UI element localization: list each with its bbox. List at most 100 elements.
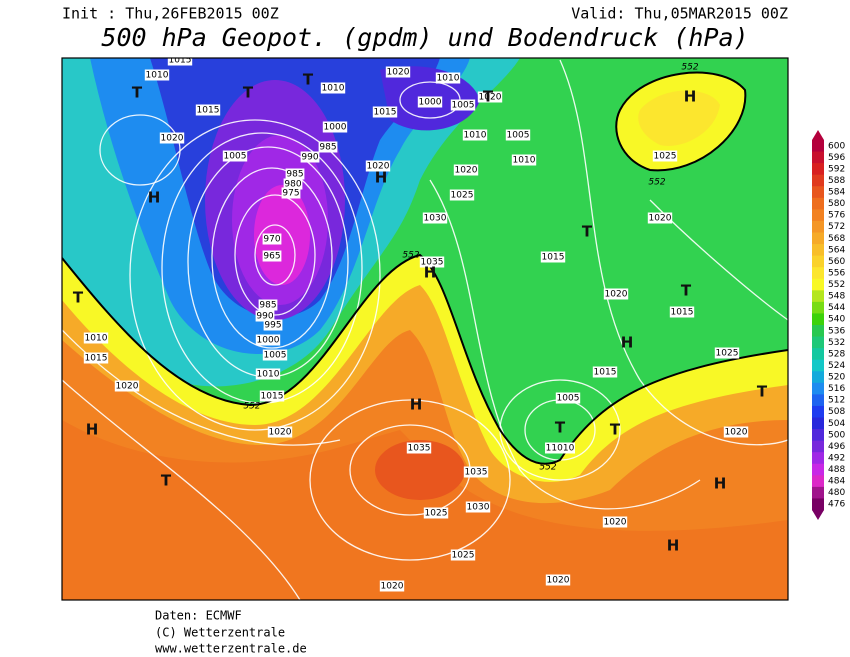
pressure-center: H <box>148 189 161 207</box>
isobar-label: 1015 <box>261 392 284 402</box>
isobar-label-bg <box>195 104 221 116</box>
isobar-label: 1010 <box>437 74 460 84</box>
colorbar-label: 572 <box>828 222 845 232</box>
isobar-label: 985 <box>259 301 276 311</box>
isobar-label-bg <box>379 580 405 592</box>
isobar-label-bg <box>267 426 293 438</box>
contour-label: 552 <box>648 178 665 188</box>
isobar-label-bg <box>449 189 475 201</box>
isobar-label-bg <box>262 250 282 262</box>
colorbar-label: 556 <box>828 268 845 278</box>
pressure-center: H <box>714 475 727 493</box>
colorbar-arrow <box>812 130 824 140</box>
isobar-label-bg <box>263 319 283 331</box>
isobar-label-bg <box>281 187 301 199</box>
colorbar-swatch <box>812 244 824 257</box>
colorbar-label: 596 <box>828 153 845 163</box>
isobar-label: 1015 <box>671 308 694 318</box>
colorbar-swatch <box>812 290 824 303</box>
isobar-label-bg <box>505 129 531 141</box>
pressure-center: T <box>555 419 566 437</box>
isobar-label: 1025 <box>425 509 448 519</box>
isobar-label-bg <box>83 352 109 364</box>
isobar-label-bg <box>465 501 491 513</box>
isobar-label: 1005 <box>224 152 247 162</box>
isobar-label-bg <box>450 549 476 561</box>
colorbar-swatch <box>812 174 824 187</box>
isobar-label-bg <box>255 310 275 322</box>
isobar-label: 1000 <box>257 336 280 346</box>
isobar-label-bg <box>423 507 449 519</box>
isobar-label-bg <box>255 334 281 346</box>
contour-label: 552 <box>681 63 698 73</box>
colorbar-label: 500 <box>828 430 845 440</box>
isobar-label-bg <box>262 233 282 245</box>
map-frame <box>61 57 789 601</box>
isobar-label-bg <box>555 392 581 404</box>
colorbar-swatch <box>812 163 824 176</box>
isobar-label: 1010 <box>257 370 280 380</box>
isobar-label: 1020 <box>547 576 570 586</box>
isobar-label-bg <box>419 256 445 268</box>
isobar-label: 1015 <box>542 253 565 263</box>
isobar-label-bg <box>167 58 193 66</box>
isobar-label-bg <box>114 380 140 392</box>
map-title: 500 hPa Geopot. (gpdm) und Bodendruck (h… <box>101 23 748 52</box>
colorbar-swatch <box>812 417 824 430</box>
isobar-label-bg <box>320 82 346 94</box>
isobar-label: 1020 <box>269 428 292 438</box>
isobar-label: 990 <box>256 312 273 322</box>
isobar-label: 985 <box>319 143 336 153</box>
isobar-label: 1030 <box>467 503 490 513</box>
isobar-label: 1015 <box>374 108 397 118</box>
colorbar-swatch <box>812 325 824 338</box>
colorbar-swatch <box>812 440 824 453</box>
pressure-center: T <box>132 84 143 102</box>
isobar-label: 1005 <box>507 131 530 141</box>
colorbar-label: 564 <box>828 245 845 255</box>
isobar-label-bg <box>462 129 488 141</box>
isobar-label-bg <box>318 141 338 153</box>
colorbar-label: 536 <box>828 326 845 336</box>
colorbar-swatch <box>812 452 824 465</box>
pressure-center: T <box>610 421 621 439</box>
isobar-label-bg <box>417 96 443 108</box>
isobar-label: 1025 <box>451 191 474 201</box>
isobar-label-bg <box>365 160 391 172</box>
colorbar-swatch <box>812 382 824 395</box>
isobar-label-bg <box>453 164 479 176</box>
isobar-label: 1035 <box>421 258 444 268</box>
contour-552 <box>62 253 788 465</box>
pressure-center: H <box>86 421 99 439</box>
colorbar-swatch <box>812 255 824 268</box>
colorbar-label: 528 <box>828 349 845 359</box>
colorbar-label: 544 <box>828 303 845 313</box>
isobar-label-bg <box>222 150 248 162</box>
contour-552 <box>615 71 747 172</box>
isobar-label: 1020 <box>116 382 139 392</box>
colorbar-swatch <box>812 475 824 488</box>
colorbar-swatch <box>812 220 824 233</box>
colorbar-swatch <box>812 463 824 476</box>
isobar-label-bg <box>603 288 629 300</box>
isobar-label: 1015 <box>169 56 192 66</box>
isobar-label: 1025 <box>452 551 475 561</box>
isobar-label: 1020 <box>455 166 478 176</box>
pressure-center: T <box>73 289 84 307</box>
pressure-center: H <box>684 88 697 106</box>
isobar-label: 1020 <box>725 428 748 438</box>
isobar-label-bg <box>545 442 575 454</box>
pressure-center: H <box>621 334 634 352</box>
isobar-label-bg <box>647 212 673 224</box>
isobar-label: 970 <box>263 235 280 245</box>
pressure-center: T <box>582 223 593 241</box>
isobar-label: 975 <box>282 189 299 199</box>
isobar-label-bg <box>300 151 320 163</box>
isobar-label: 990 <box>301 153 318 163</box>
isobar-label-bg <box>511 154 537 166</box>
isobar-label-bg <box>545 574 571 586</box>
colorbar-swatch <box>812 348 824 361</box>
colorbar-label: 488 <box>828 465 845 475</box>
colorbar-label: 504 <box>828 419 845 429</box>
isobar-label: 1010 <box>146 71 169 81</box>
